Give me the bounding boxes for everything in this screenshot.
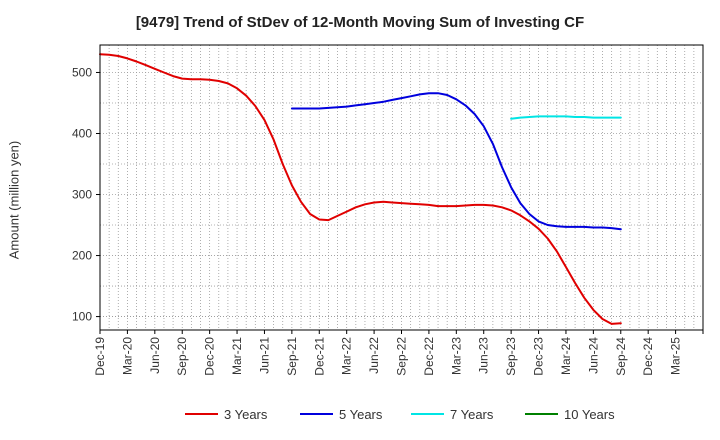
legend-label: 10 Years — [564, 407, 615, 422]
x-tick-label: Jun-21 — [257, 337, 271, 374]
y-tick-label: 100 — [72, 310, 92, 324]
y-tick-label: 300 — [72, 188, 92, 202]
x-tick-label: Sep-20 — [175, 337, 189, 376]
legend-label: 5 Years — [339, 407, 383, 422]
grid-lines — [100, 45, 703, 330]
x-tick-label: Mar-20 — [120, 337, 134, 375]
y-ticks: 100 200 300 400 500 — [72, 65, 100, 324]
x-tick-label: Jun-20 — [148, 337, 162, 374]
legend-label: 3 Years — [224, 407, 268, 422]
legend-label: 7 Years — [450, 407, 494, 422]
x-tick-label: Sep-23 — [504, 337, 518, 376]
legend: 3 Years 5 Years 7 Years 10 Years — [185, 407, 615, 422]
x-tick-label: Dec-22 — [422, 337, 436, 376]
x-tick-label: Mar-25 — [669, 337, 683, 375]
x-tick-label: Mar-22 — [340, 337, 354, 375]
x-tick-label: Sep-21 — [285, 337, 299, 376]
x-tick-label: Dec-19 — [93, 337, 107, 376]
x-tick-label: Dec-23 — [532, 337, 546, 376]
series-line-3-years — [99, 53, 622, 325]
y-tick-label: 400 — [72, 126, 92, 140]
x-tick-label: Jun-23 — [477, 337, 491, 374]
series-line-5-years — [290, 92, 622, 231]
series-layer — [99, 53, 622, 325]
x-tick-label: Jun-24 — [586, 337, 600, 374]
x-tick-label: Dec-24 — [641, 337, 655, 376]
x-ticks: Dec-19 Mar-20 Jun-20 Sep-20 Dec-20 Mar-21 Jun-… — [93, 330, 704, 376]
y-tick-label: 500 — [72, 65, 92, 79]
x-tick-label: Mar-23 — [449, 337, 463, 375]
x-tick-label: Sep-24 — [614, 337, 628, 376]
x-tick-label: Dec-20 — [203, 337, 217, 376]
x-tick-label: Jun-22 — [367, 337, 381, 374]
x-tick-label: Mar-21 — [230, 337, 244, 375]
x-tick-label: Mar-24 — [559, 337, 573, 375]
y-tick-label: 200 — [72, 249, 92, 263]
chart-title: [9479] Trend of StDev of 12-Month Moving… — [135, 14, 585, 31]
x-tick-label: Sep-22 — [395, 337, 409, 376]
series-line-7-years — [510, 115, 622, 120]
x-tick-label: Dec-21 — [312, 337, 326, 376]
